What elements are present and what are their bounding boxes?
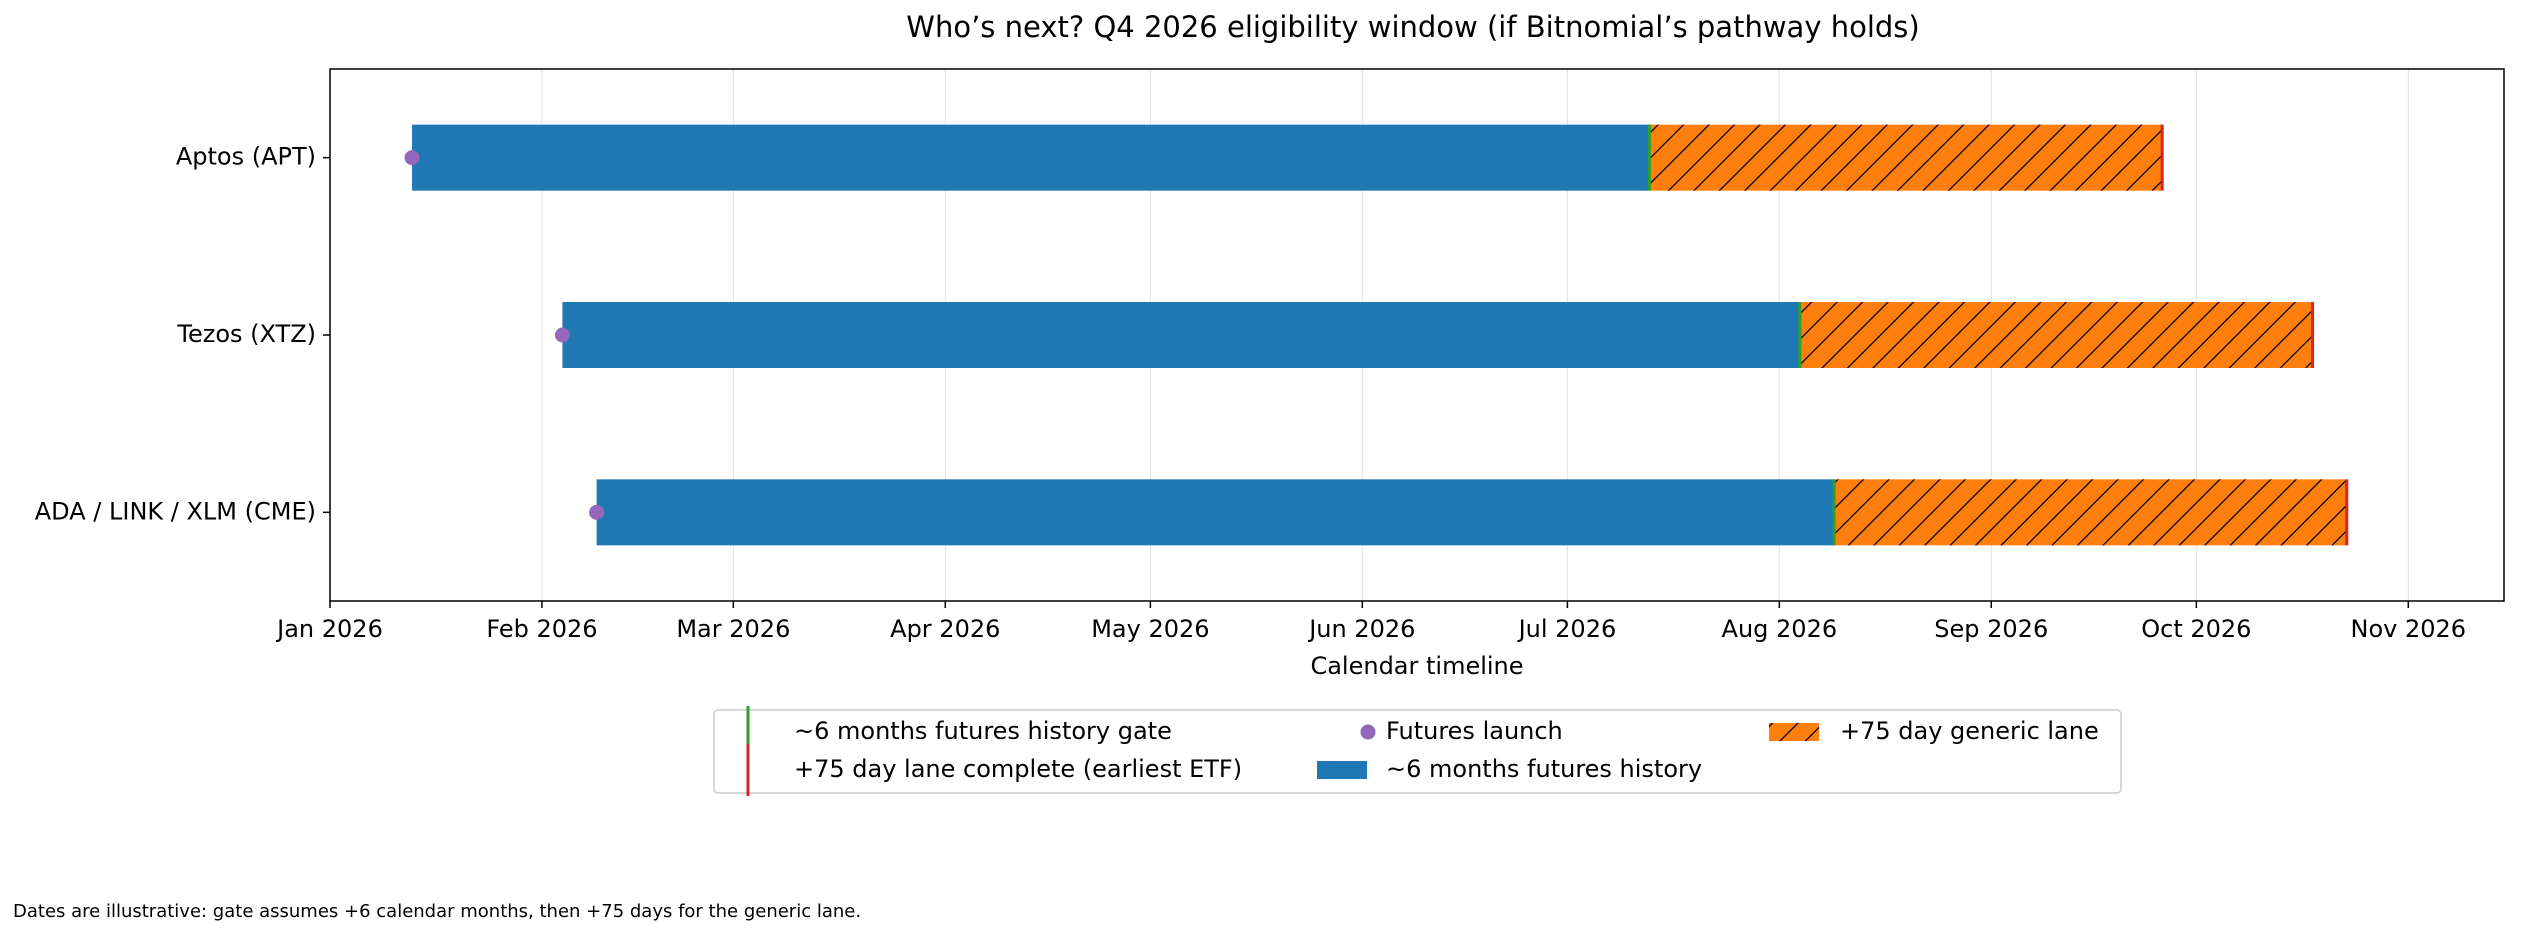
chart-title: Who’s next? Q4 2026 eligibility window (…: [906, 10, 1919, 44]
launch-dot: [589, 504, 605, 520]
launch-dot: [554, 327, 570, 343]
x-axis-label: Calendar timeline: [1310, 652, 1523, 680]
footnote: Dates are illustrative: gate assumes +6 …: [13, 901, 861, 922]
y-tick-label: Aptos (APT): [176, 143, 316, 171]
x-tick-label: Jan 2026: [275, 615, 383, 643]
x-tick-label: Mar 2026: [676, 615, 790, 643]
x-tick-label: Jun 2026: [1307, 615, 1415, 643]
span-bar: [562, 302, 1800, 368]
span-hatch: [1649, 124, 2163, 191]
span-hatch: [1799, 302, 2313, 368]
span-bar: [596, 479, 1835, 546]
legend-label: +75 day lane complete (earliest ETF): [794, 755, 1242, 783]
legend-marker: [1317, 761, 1367, 779]
x-tick-label: Feb 2026: [486, 615, 597, 643]
y-tick-label: ADA / LINK / XLM (CME): [35, 497, 316, 525]
launch-dot: [404, 150, 420, 166]
legend-label: ~6 months futures history gate: [794, 717, 1172, 745]
x-tick-label: May 2026: [1091, 615, 1209, 643]
y-tick-label: Tezos (XTZ): [176, 320, 316, 348]
x-tick-label: Jul 2026: [1517, 615, 1617, 643]
legend-marker: [1360, 724, 1376, 740]
x-tick-label: Nov 2026: [2351, 615, 2467, 643]
legend-label: +75 day generic lane: [1840, 717, 2099, 745]
x-tick-label: Apr 2026: [890, 615, 1000, 643]
legend-label: ~6 months futures history: [1386, 755, 1702, 783]
legend-label: Futures launch: [1386, 717, 1563, 745]
x-tick-label: Aug 2026: [1722, 615, 1838, 643]
x-tick-label: Oct 2026: [2141, 615, 2251, 643]
span-hatch: [1834, 479, 2347, 546]
span-bar: [412, 124, 1650, 191]
legend-hatch: [1769, 723, 1819, 741]
x-tick-label: Sep 2026: [1934, 615, 2048, 643]
